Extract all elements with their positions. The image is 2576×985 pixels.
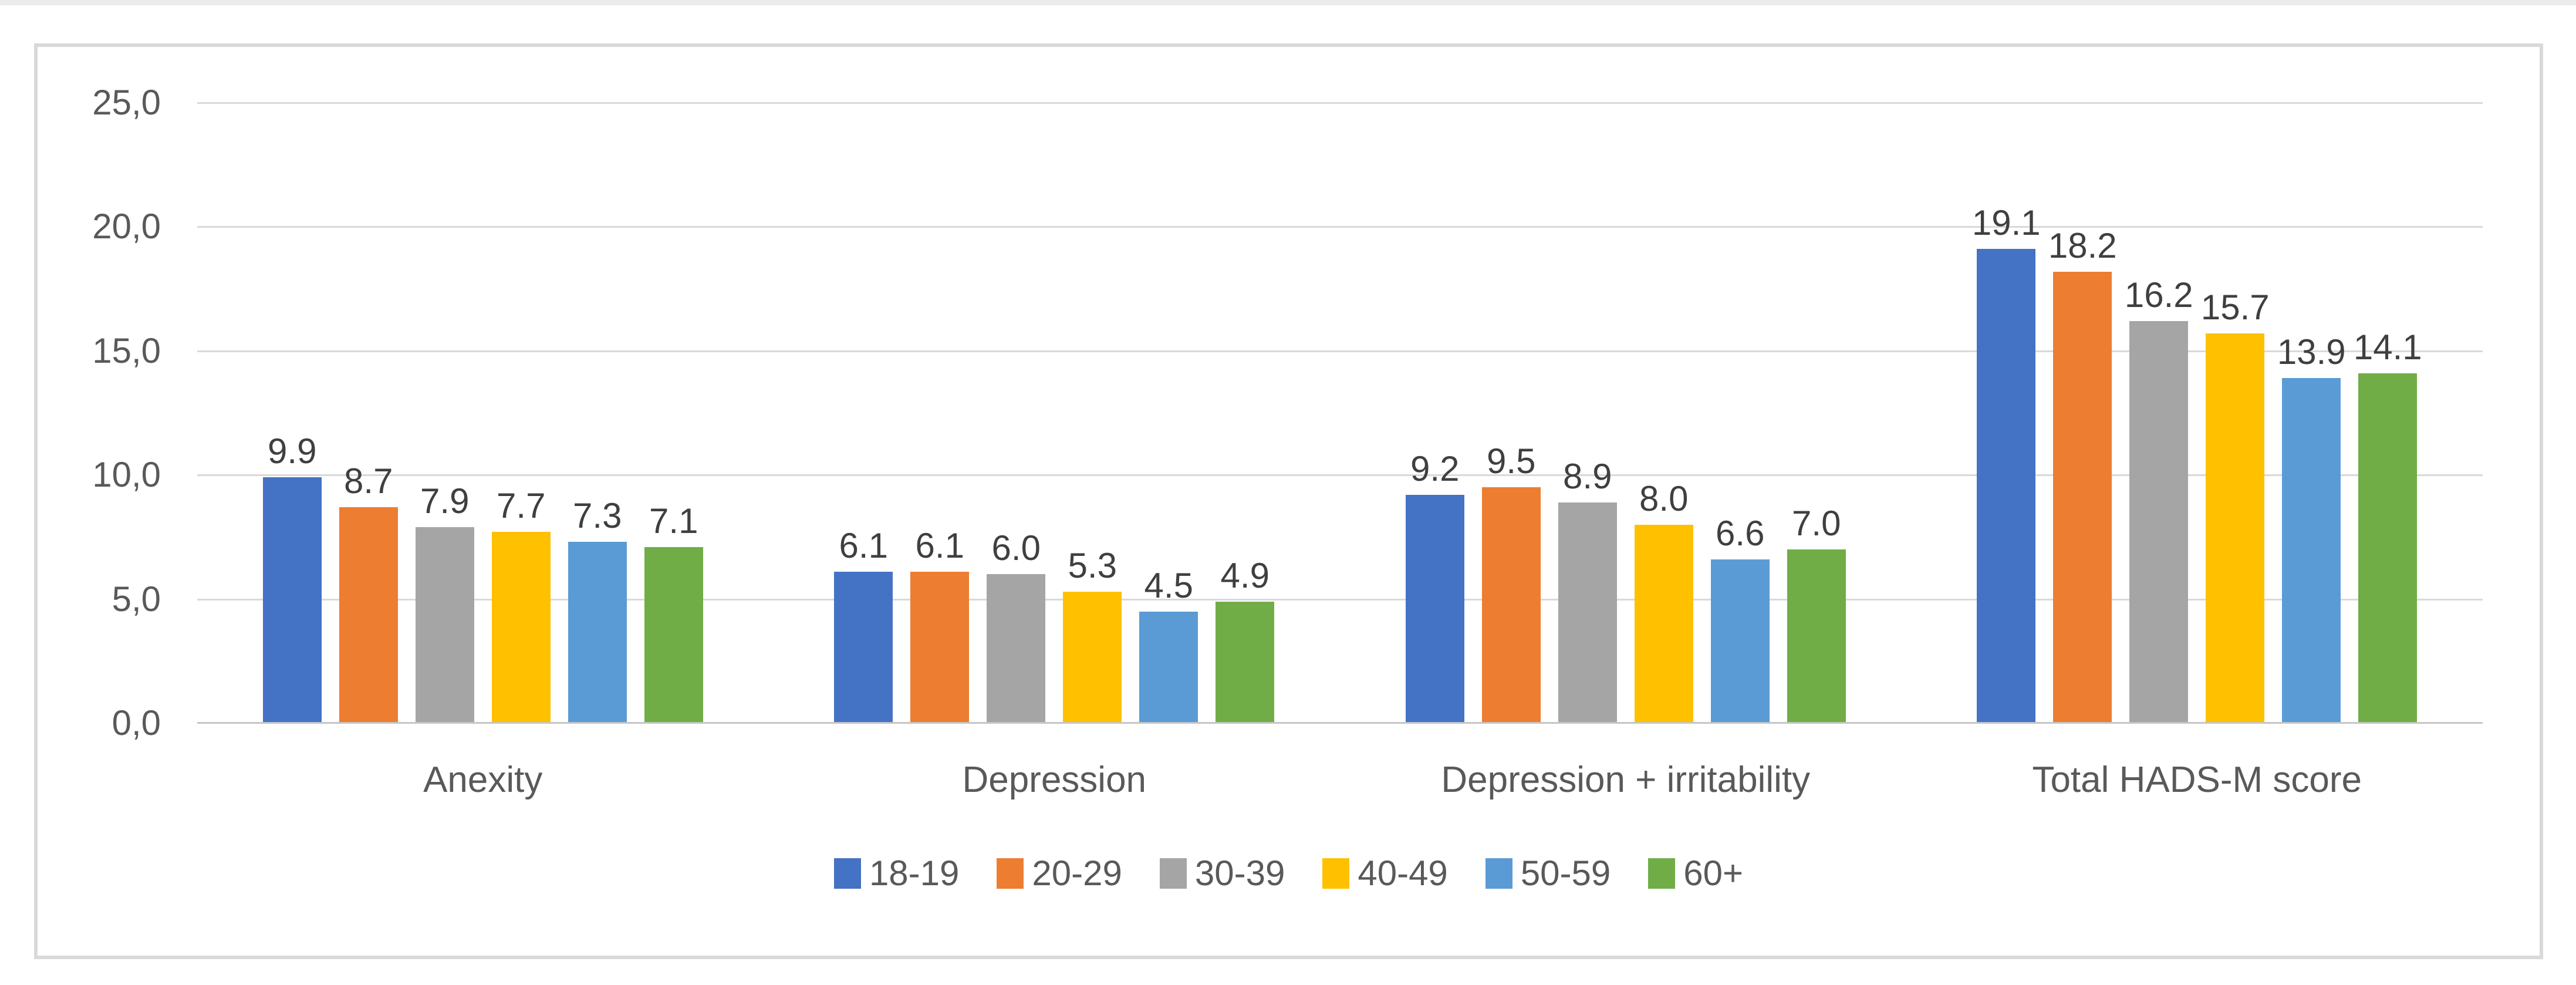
legend-label: 50-59 [1520, 854, 1611, 893]
bar-group: 6.1 6.1 6.0 5.3 4.5 4.9 [769, 103, 1341, 723]
bar-value-label: 5.3 [1068, 545, 1117, 585]
bar-group: 9.9 8.7 7.9 7.7 7.3 7.1 [197, 103, 769, 723]
legend-swatch-icon [1485, 858, 1512, 889]
legend-swatch-icon [833, 858, 861, 889]
bar-18-19: 6.1 [834, 528, 893, 723]
bar-50-59: 4.5 [1139, 568, 1198, 723]
legend-swatch-icon [1648, 858, 1676, 889]
bar-value-label: 9.9 [268, 431, 317, 471]
bar-60+: 4.9 [1216, 558, 1275, 723]
bar-18-19: 9.2 [1405, 451, 1464, 723]
bar-20-29: 8.7 [339, 464, 398, 723]
category-label: Depression + irritability [1441, 760, 1811, 800]
legend-item: 20-29 [997, 856, 1122, 891]
bar-50-59: 7.3 [568, 498, 627, 723]
bar-value-label: 14.1 [2353, 327, 2422, 367]
bar-30-39: 16.2 [2125, 278, 2193, 723]
category-label: Total HADS-M score [2032, 760, 2362, 800]
legend-label: 40-49 [1358, 854, 1448, 893]
bar-value-label: 6.0 [991, 528, 1041, 568]
y-axis-tick-label: 5,0 [112, 579, 161, 619]
bar-value-label: 13.9 [2277, 332, 2346, 372]
gridline [197, 226, 2483, 228]
legend-item: 40-49 [1322, 854, 1448, 893]
category-label: Anexity [423, 760, 543, 800]
bar-groups: 9.9 8.7 7.9 7.7 7.3 7.1 6.1 6.1 6.0 5.3 4.5 4.9 9.2 9… [197, 103, 2483, 723]
bar-value-label: 4.9 [1220, 555, 1270, 595]
bar-40-49: 15.7 [2201, 290, 2270, 723]
bar-40-49: 5.3 [1063, 548, 1122, 723]
legend-item: 18-19 [833, 854, 960, 893]
bar-value-label: 9.2 [1410, 449, 1460, 489]
bar-value-label: 18.2 [2048, 225, 2117, 265]
bar-20-29: 9.5 [1481, 444, 1541, 723]
y-axis-tick-label: 0,0 [112, 703, 161, 743]
bar-30-39: 6.0 [987, 531, 1046, 723]
bar-50-59: 13.9 [2277, 335, 2346, 723]
bar-value-label: 8.0 [1639, 478, 1689, 518]
bar-20-29: 18.2 [2048, 228, 2117, 723]
plot-area: 9.9 8.7 7.9 7.7 7.3 7.1 6.1 6.1 6.0 5.3 4.5 4.9 9.2 9… [92, 85, 2483, 741]
bar-group: 19.1 18.2 16.2 15.7 13.9 14.1 [1912, 103, 2483, 723]
bar-value-label: 7.3 [573, 496, 622, 536]
y-axis-tick-label: 10,0 [92, 455, 161, 495]
bar-value-label: 15.7 [2200, 288, 2270, 328]
bar-value-label: 8.9 [1563, 456, 1612, 496]
bar-40-49: 8.0 [1634, 481, 1693, 723]
legend-label: 30-39 [1194, 854, 1285, 893]
bar-18-19: 19.1 [1972, 205, 2041, 723]
category-label: Depression [962, 760, 1147, 800]
legend-label: 20-29 [1032, 854, 1122, 893]
gridline [197, 350, 2483, 352]
bar-value-label: 7.1 [649, 501, 698, 541]
legend-item: 50-59 [1485, 856, 1611, 891]
bar-value-label: 7.9 [420, 481, 470, 521]
bar-20-29: 6.1 [910, 528, 970, 723]
bar-30-39: 7.9 [415, 484, 474, 723]
bar-value-label: 6.6 [1716, 513, 1765, 553]
bar-60+: 14.1 [2354, 329, 2422, 723]
y-axis-tick-label: 25,0 [92, 83, 161, 122]
bar-50-59: 6.6 [1710, 515, 1770, 723]
bar-value-label: 6.1 [839, 526, 888, 566]
bar-value-label: 7.0 [1792, 504, 1841, 544]
gridline [197, 102, 2483, 104]
bar-group: 9.2 9.5 8.9 8.0 6.6 7.0 [1340, 103, 1912, 723]
page-edge-artifact [0, 0, 2576, 5]
legend-swatch-icon [1322, 858, 1350, 889]
gridline [197, 598, 2483, 601]
legend: 18-19 20-29 30-39 40-49 50-59 60+ [38, 856, 2540, 891]
y-axis-tick-label: 15,0 [92, 330, 161, 370]
bar-value-label: 6.1 [915, 526, 964, 566]
bar-value-label: 7.7 [497, 486, 546, 526]
legend-item: 60+ [1648, 856, 1743, 891]
bar-30-39: 8.9 [1558, 458, 1617, 723]
legend-swatch-icon [997, 858, 1024, 889]
gridline [197, 474, 2483, 477]
legend-label: 18-19 [869, 854, 960, 893]
bar-value-label: 8.7 [344, 461, 393, 501]
bar-60+: 7.1 [644, 503, 703, 723]
bar-value-label: 16.2 [2124, 275, 2193, 315]
legend-label: 60+ [1683, 854, 1744, 893]
bar-value-label: 19.1 [1971, 203, 2041, 243]
y-axis-tick-label: 20,0 [92, 207, 161, 247]
bar-value-label: 4.5 [1144, 565, 1193, 605]
bar-18-19: 9.9 [262, 434, 322, 723]
category-labels-row: Anexity Depression Depression + irritabili… [197, 762, 2483, 798]
legend-swatch-icon [1159, 858, 1187, 889]
bar-value-label: 9.5 [1487, 441, 1536, 481]
x-axis-line [197, 722, 2483, 724]
chart-figure: 9.9 8.7 7.9 7.7 7.3 7.1 6.1 6.1 6.0 5.3 4.5 4.9 9.2 9… [34, 43, 2543, 959]
bar-60+: 7.0 [1787, 506, 1846, 723]
legend-item: 30-39 [1159, 854, 1285, 893]
bar-40-49: 7.7 [491, 488, 551, 723]
